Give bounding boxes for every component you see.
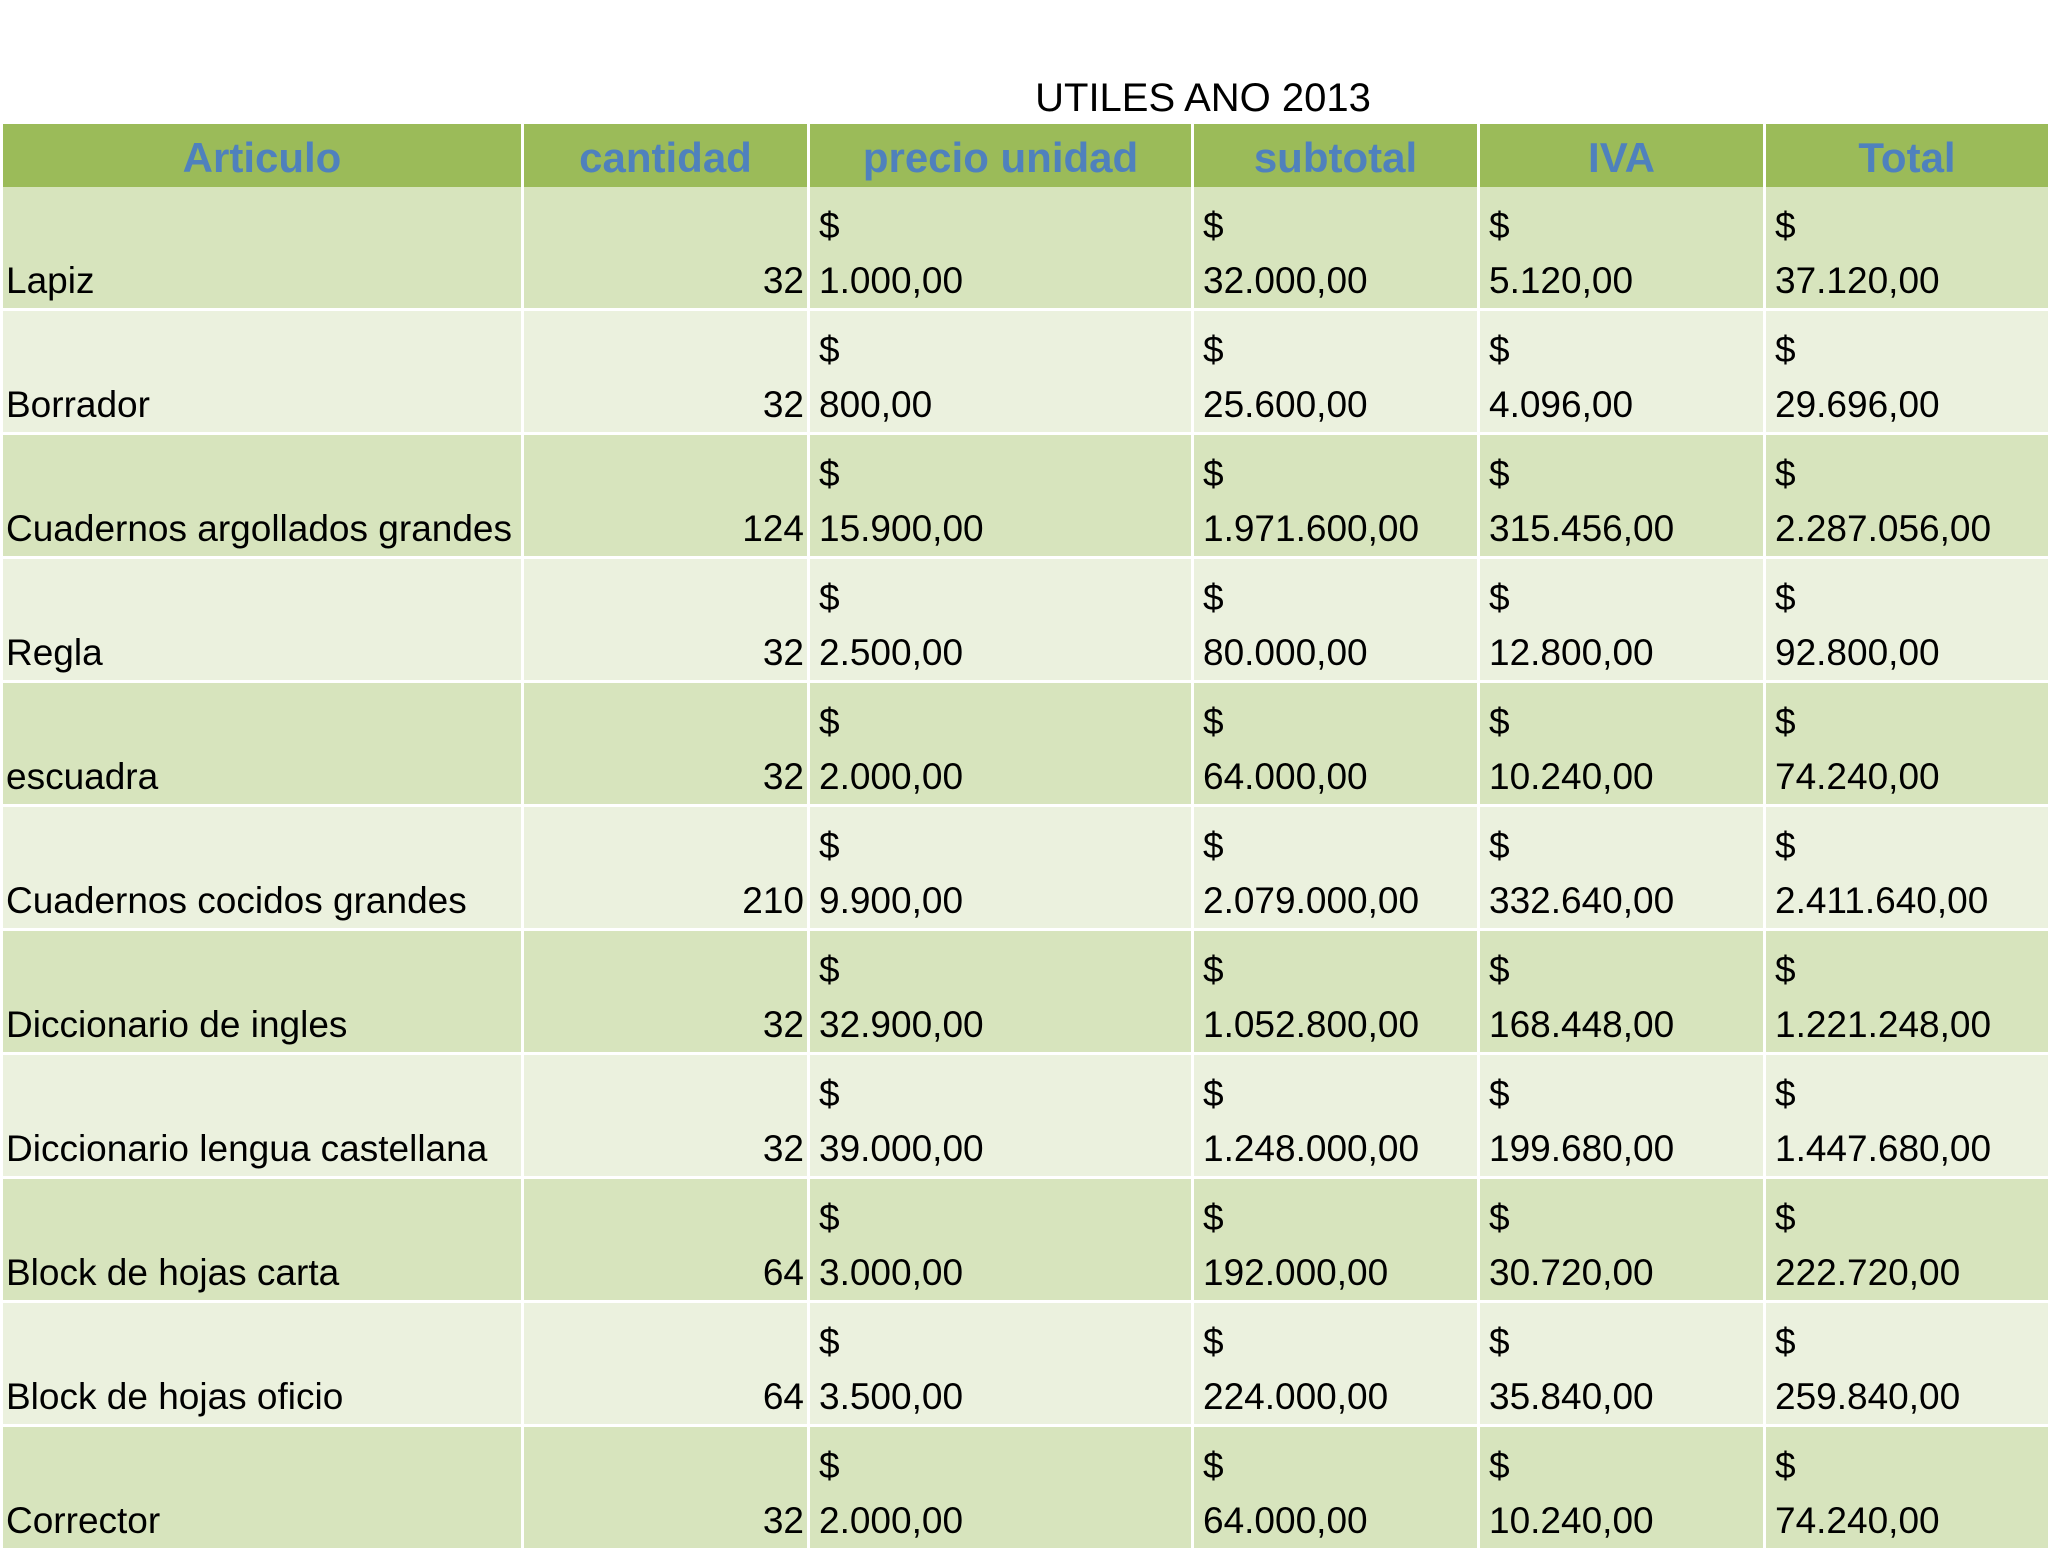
column-header: IVA [1479,124,1765,187]
amount: $ 1.971.600,00 [1193,434,1479,558]
item-name: Block de hojas oficio [2,1302,523,1426]
item-name: Corrector [2,1426,523,1550]
amount: $ 800,00 [809,310,1193,434]
amount: $ 10.240,00 [1479,1426,1765,1550]
amount: $ 25.600,00 [1193,310,1479,434]
amount: $ 1.221.248,00 [1765,930,2048,1054]
item-name: Regla [2,558,523,682]
item-name: Cuadernos argollados grandes [2,434,523,558]
column-header: precio unidad [809,124,1193,187]
amount: $ 92.800,00 [1765,558,2048,682]
amount: $ 2.500,00 [809,558,1193,682]
amount: $ 192.000,00 [1193,1178,1479,1302]
quantity: 32 [523,558,809,682]
amount: $ 199.680,00 [1479,1054,1765,1178]
column-header: cantidad [523,124,809,187]
amount: $ 1.248.000,00 [1193,1054,1479,1178]
quantity: 124 [523,434,809,558]
amount: $ 37.120,00 [1765,187,2048,310]
amount: $ 39.000,00 [809,1054,1193,1178]
quantity: 32 [523,310,809,434]
item-name: Diccionario lengua castellana [2,1054,523,1178]
amount: $ 168.448,00 [1479,930,1765,1054]
amount: $ 1.000,00 [809,187,1193,310]
amount: $ 3.000,00 [809,1178,1193,1302]
amount: $ 9.900,00 [809,806,1193,930]
amount: $ 259.840,00 [1765,1302,2048,1426]
quantity: 32 [523,682,809,806]
column-header: Total [1765,124,2048,187]
item-name: Cuadernos cocidos grandes [2,806,523,930]
amount: $ 35.840,00 [1479,1302,1765,1426]
amount: $ 315.456,00 [1479,434,1765,558]
quantity: 32 [523,1426,809,1550]
quantity: 64 [523,1178,809,1302]
amount: $ 224.000,00 [1193,1302,1479,1426]
amount: $ 5.120,00 [1479,187,1765,310]
column-header: subtotal [1193,124,1479,187]
amount: $ 222.720,00 [1765,1178,2048,1302]
amount: $ 15.900,00 [809,434,1193,558]
item-name: Diccionario de ingles [2,930,523,1054]
amount: $ 2.287.056,00 [1765,434,2048,558]
amount: $ 2.411.640,00 [1765,806,2048,930]
amount: $ 12.800,00 [1479,558,1765,682]
amount: $ 2.079.000,00 [1193,806,1479,930]
amount: $ 3.500,00 [809,1302,1193,1426]
amount: $ 29.696,00 [1765,310,2048,434]
amount: $ 74.240,00 [1765,682,2048,806]
amount: $ 4.096,00 [1479,310,1765,434]
column-header: Articulo [2,124,523,187]
amount: $ 64.000,00 [1193,682,1479,806]
amount: $ 80.000,00 [1193,558,1479,682]
amount: $ 64.000,00 [1193,1426,1479,1550]
item-name: escuadra [2,682,523,806]
amount: $ 1.447.680,00 [1765,1054,2048,1178]
amount: $ 74.240,00 [1765,1426,2048,1550]
amount: $ 30.720,00 [1479,1178,1765,1302]
item-name: Borrador [2,310,523,434]
quantity: 32 [523,187,809,310]
item-name: Lapiz [2,187,523,310]
amount: $ 1.052.800,00 [1193,930,1479,1054]
quantity: 210 [523,806,809,930]
quantity: 64 [523,1302,809,1426]
amount: $ 2.000,00 [809,1426,1193,1550]
amount: $ 2.000,00 [809,682,1193,806]
quantity: 32 [523,930,809,1054]
amount: $ 332.640,00 [1479,806,1765,930]
item-name: Block de hojas carta [2,1178,523,1302]
amount: $ 32.000,00 [1193,187,1479,310]
title: UTILES ANO 2013 [0,74,2048,122]
amount: $ 32.900,00 [809,930,1193,1054]
quantity: 32 [523,1054,809,1178]
amount: $ 10.240,00 [1479,682,1765,806]
